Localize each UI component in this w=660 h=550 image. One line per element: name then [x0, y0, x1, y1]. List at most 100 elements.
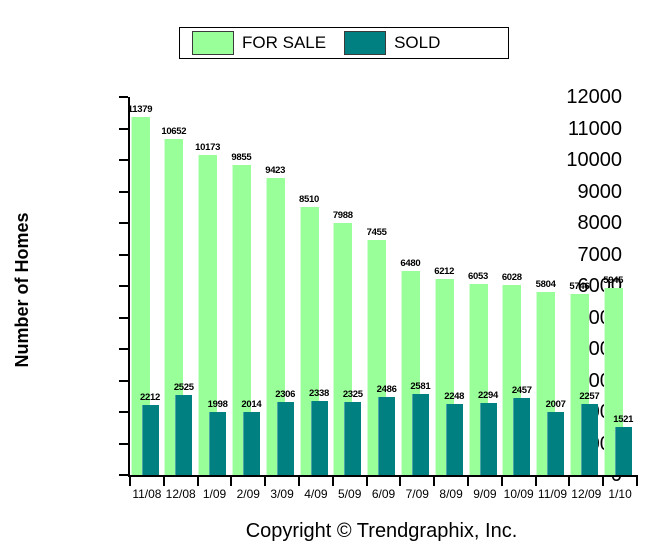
bar-value-label-for-sale: 6028 — [501, 272, 522, 284]
plot-area: 0 1000 2000 3000 4000 5000 6000 7000 8000 9000 100… — [119, 87, 638, 501]
y-axis-tick-label: 0 — [610, 464, 622, 486]
y-axis-tick-label: 11000 — [567, 117, 622, 140]
bar-sold — [479, 402, 497, 475]
bar-sold — [175, 395, 193, 475]
copyright-text: Copyright © Trendgraphix, Inc. — [245, 520, 518, 542]
bar-value-label-for-sale: 6480 — [400, 257, 421, 269]
x-axis-category-label: 6/09 — [371, 487, 396, 501]
bar-sold — [614, 427, 632, 475]
bar-value-label-for-sale: 6212 — [434, 266, 455, 278]
x-axis-tick — [433, 475, 436, 486]
bar-value-label-sold: 2525 — [173, 382, 194, 394]
bar-value-label-for-sale: 8510 — [299, 193, 319, 205]
bar-value-label-for-sale: 11379 — [127, 103, 153, 115]
x-axis-tick — [196, 475, 199, 486]
x-axis-category-label: 10/09 — [503, 487, 534, 501]
y-axis-tick — [119, 316, 128, 319]
y-axis-tick — [119, 159, 128, 161]
x-axis-category-label: 3/09 — [270, 487, 294, 501]
x-axis-tick — [298, 475, 300, 486]
bar-sold — [242, 411, 260, 475]
y-axis-tick — [119, 190, 128, 193]
y-axis-tick — [119, 253, 128, 256]
bar-value-label-sold: 1998 — [207, 399, 228, 411]
x-axis-category-label: 12/08 — [165, 487, 196, 501]
bar-for-sale — [164, 139, 184, 475]
legend-label-sold: SOLD — [394, 33, 441, 52]
bar-sold — [378, 396, 396, 475]
bar-for-sale — [231, 164, 251, 475]
bar-sold — [141, 405, 159, 475]
bar-value-label-sold: 2014 — [241, 398, 262, 410]
bar-sold — [445, 404, 463, 475]
bar-value-label-sold: 2486 — [376, 383, 397, 395]
x-axis-tick — [500, 475, 503, 486]
bar-sold — [547, 411, 565, 475]
x-axis-tick — [365, 475, 368, 486]
bar-value-label-for-sale: 5746 — [569, 281, 590, 293]
bar-value-label-for-sale: 7988 — [332, 210, 353, 222]
y-axis-tick — [119, 348, 128, 350]
bar-value-label-sold: 1521 — [613, 414, 634, 426]
bar-value-label-sold: 2248 — [444, 391, 465, 403]
x-axis-tick — [230, 475, 233, 486]
bar-value-label-sold: 2294 — [478, 389, 498, 401]
legend-swatch-for-sale — [192, 31, 234, 55]
bar-for-sale — [130, 116, 150, 475]
x-axis-tick — [129, 475, 131, 486]
x-axis-tick — [162, 475, 165, 486]
y-axis-tick — [119, 127, 128, 130]
x-axis-category-label: 1/10 — [608, 487, 632, 501]
y-axis-tick — [119, 285, 128, 287]
y-axis-tick — [119, 222, 128, 224]
bar-value-label-sold: 2325 — [342, 388, 363, 400]
x-axis-category-label: 4/09 — [304, 487, 328, 501]
y-axis-tick — [119, 379, 128, 382]
x-axis-category-label: 12/09 — [571, 487, 602, 501]
x-axis-tick — [264, 475, 267, 486]
y-axis-tick — [119, 411, 128, 413]
bar-sold — [310, 401, 328, 475]
x-axis-category-label: 5/09 — [338, 487, 362, 501]
y-axis-tick — [119, 96, 128, 98]
x-axis-tick — [331, 475, 334, 486]
bar-value-label-for-sale: 9423 — [265, 165, 286, 177]
x-axis-category-label: 1/09 — [202, 487, 227, 501]
legend-swatch-sold — [344, 31, 387, 55]
bar-for-sale — [198, 154, 218, 475]
x-axis-category-label: 11/08 — [132, 487, 162, 501]
bar-value-label-sold: 2007 — [545, 398, 566, 410]
bar-value-label-for-sale: 10652 — [161, 126, 187, 138]
legend: FOR SALE SOLD — [179, 27, 509, 59]
x-axis-category-label: 7/09 — [405, 487, 429, 501]
bar-sold — [513, 397, 531, 475]
x-axis-tick — [467, 475, 469, 486]
x-axis-tick — [636, 475, 638, 486]
bar-value-label-for-sale: 5945 — [603, 274, 624, 286]
bar-sold — [411, 393, 429, 475]
bar-value-label-sold: 2212 — [140, 392, 160, 404]
legend-label-for-sale: FOR SALE — [242, 33, 327, 52]
x-axis-tick — [568, 475, 571, 486]
bar-sold — [344, 401, 362, 475]
bar-value-label-sold: 2338 — [309, 388, 329, 400]
bar-value-label-sold: 2581 — [410, 380, 431, 392]
x-axis-category-label: 11/09 — [537, 487, 568, 501]
x-axis-tick — [534, 475, 537, 486]
y-axis-tick-label: 10000 — [566, 149, 622, 171]
bar-value-label-for-sale: 5804 — [535, 279, 556, 291]
bar-value-label-for-sale: 10173 — [195, 141, 221, 153]
bar-sold — [276, 402, 294, 475]
bar-value-label-sold: 2457 — [511, 384, 532, 396]
y-axis-tick-label: 7000 — [577, 243, 623, 266]
x-axis-category-label: 8/09 — [439, 487, 463, 501]
x-axis-category-label: 2/09 — [236, 487, 260, 501]
bar-value-label-for-sale: 9855 — [231, 151, 252, 163]
bar-value-label-for-sale: 7455 — [366, 227, 387, 239]
bar-sold — [580, 403, 598, 475]
y-axis-tick-label: 9000 — [577, 180, 623, 203]
y-axis-tick-label: 8000 — [577, 212, 623, 234]
bar-value-label-sold: 2257 — [579, 390, 600, 402]
bar-value-label-sold: 2306 — [275, 389, 296, 401]
